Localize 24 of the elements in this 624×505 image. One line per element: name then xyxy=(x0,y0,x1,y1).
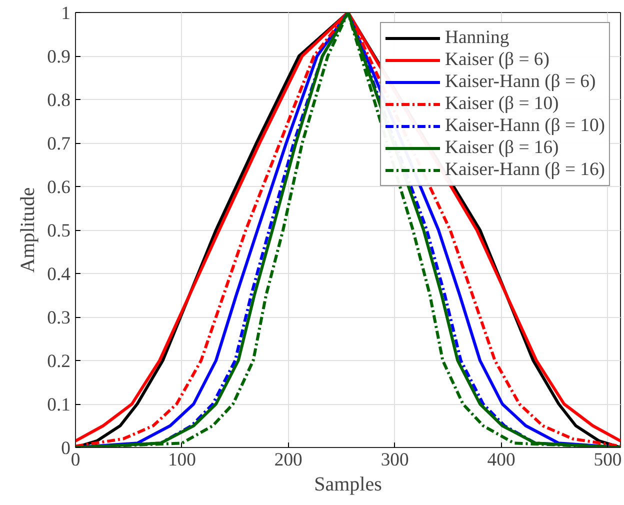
y-tick-label: 0.5 xyxy=(47,220,71,242)
y-tick-label: 0.3 xyxy=(47,308,71,328)
y-tick-label: 1 xyxy=(61,3,70,24)
y-tick-label: 0.2 xyxy=(47,351,71,372)
legend-label: Kaiser (β = 6) xyxy=(444,49,550,71)
y-tick-label: 0.7 xyxy=(47,134,71,154)
x-tick-label: 300 xyxy=(380,450,409,470)
x-tick-label: 200 xyxy=(274,450,302,470)
legend-label: Kaiser-Hann (β = 16) xyxy=(444,159,605,181)
legend-label: Kaiser-Hann (β = 10) xyxy=(444,115,605,137)
x-tick-label: 100 xyxy=(168,450,196,470)
legend-label: Hanning xyxy=(444,27,510,49)
x-axis-title: Samples xyxy=(314,474,382,496)
y-tick-label: 0.6 xyxy=(47,177,71,198)
legend-label: Kaiser (β = 10) xyxy=(444,93,559,115)
y-tick-label: 0.1 xyxy=(47,394,71,416)
y-tick-label: 0.9 xyxy=(47,46,71,68)
y-tick-label: 0.8 xyxy=(47,90,71,111)
x-tick-label: 400 xyxy=(487,450,516,470)
legend-label: Kaiser (β = 16) xyxy=(444,137,559,159)
y-axis-title: Amplitude xyxy=(17,187,40,273)
y-tick-label: 0.4 xyxy=(47,264,72,285)
x-tick-label: 500 xyxy=(594,450,622,470)
legend-label: Kaiser-Hann (β = 6) xyxy=(444,71,596,93)
